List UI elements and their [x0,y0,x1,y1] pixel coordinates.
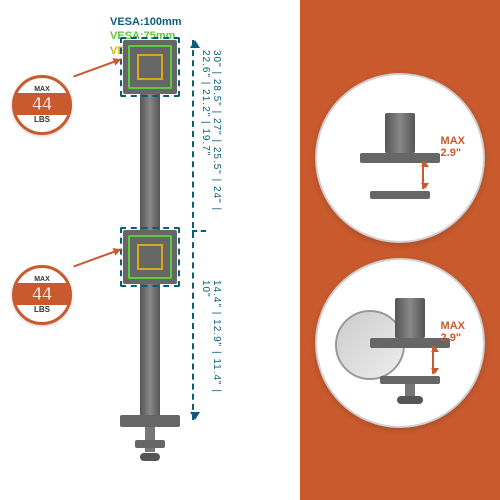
vesa-plate-top [123,40,177,94]
gap-arrow-icon [432,346,434,374]
height-lower-label: 14.4" | 12.9" | 11.4" | 10" [200,280,222,410]
max-label: MAX [34,86,50,93]
clamp-max-label: MAX2.9" [441,320,465,344]
height-full-label: 30" | 28.5" | 27" | 25.5" | 24" | 22.6" … [200,50,222,230]
arrow-icon [73,59,121,78]
arrow-icon [73,249,121,268]
clamp-detail-2: MAX2.9" [315,258,485,428]
weight-badge-bottom: MAX 44 LBS [12,265,72,325]
clamp-detail-1: MAX2.9" [315,73,485,243]
weight-value: 44 [15,93,69,115]
gap-arrow-icon [422,161,424,189]
weight-unit: LBS [34,305,50,314]
clamp-max-label: MAX2.9" [441,135,465,159]
detail-panel: MAX2.9" MAX2.9" [300,0,500,500]
vesa-100-label: VESA:100mm [110,15,182,29]
vesa-plate-bottom [123,230,177,284]
max-label: MAX [34,276,50,283]
height-tick [192,230,206,232]
desk-clamp [120,415,180,465]
weight-unit: LBS [34,115,50,124]
weight-badge-top: MAX 44 LBS [12,75,72,135]
weight-value: 44 [15,283,69,305]
spec-diagram: VESA:100mm VESA:75mm VESA:50mm MAX 44 LB… [0,0,300,500]
